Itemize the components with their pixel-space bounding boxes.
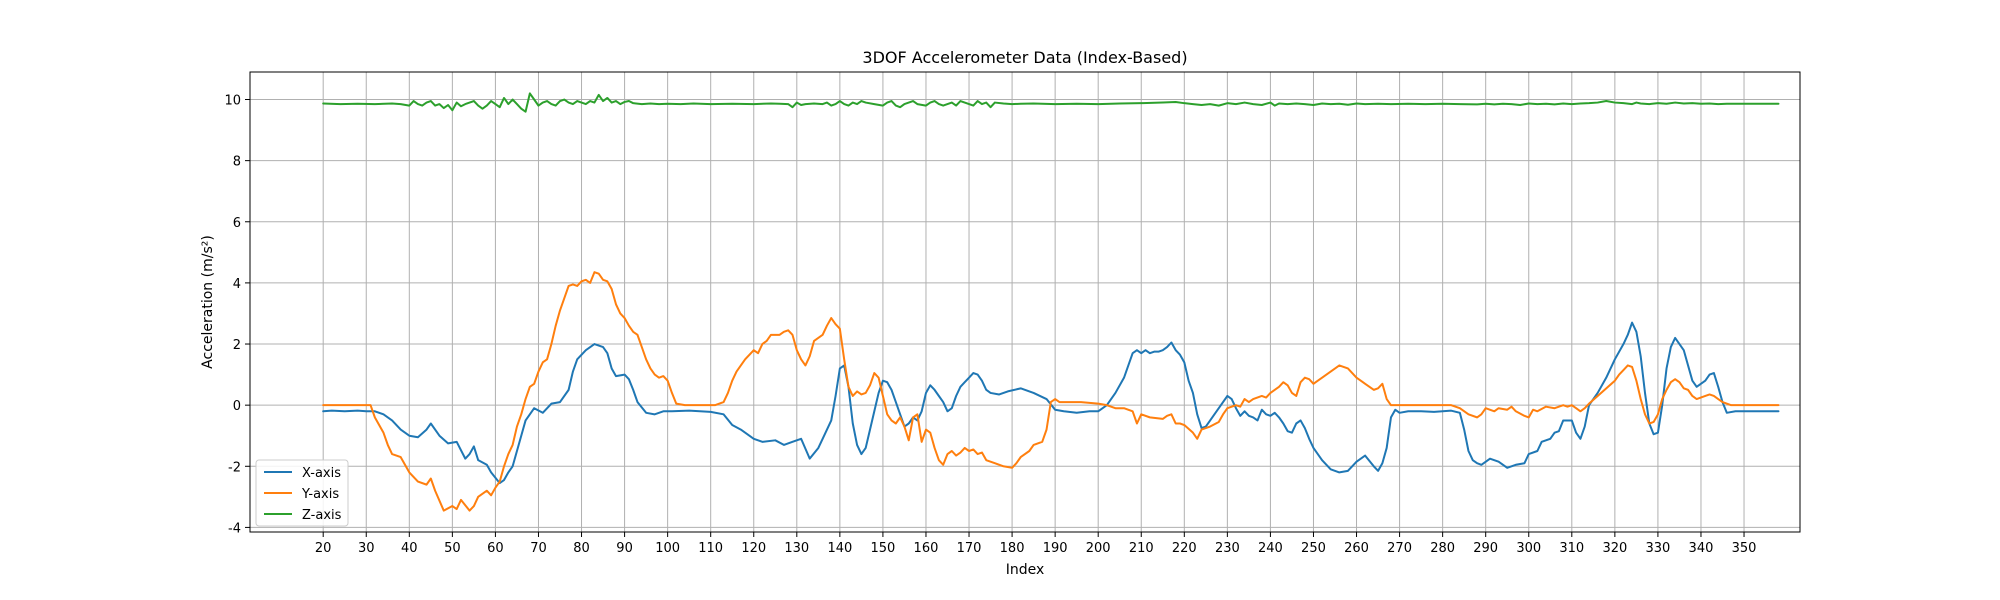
x-tick-label: 30 <box>358 541 375 556</box>
y-tick-label: 10 <box>224 94 241 109</box>
series-line-x-axis <box>322 321 1780 485</box>
x-tick-label: 70 <box>530 541 547 556</box>
grid <box>250 72 1800 532</box>
x-tick-label: 120 <box>741 541 766 556</box>
x-tick-label: 100 <box>655 541 680 556</box>
y-tick-label: -2 <box>228 460 241 475</box>
x-tick-label: 330 <box>1646 541 1671 556</box>
x-tick-label: 280 <box>1430 541 1455 556</box>
legend-label: X-axis <box>302 466 341 481</box>
x-tick-label: 60 <box>487 541 504 556</box>
x-tick-label: 340 <box>1689 541 1714 556</box>
plot-frame <box>249 71 1801 533</box>
x-tick-label: 300 <box>1516 541 1541 556</box>
x-tick-label: 110 <box>698 541 723 556</box>
series-line-z-axis <box>322 92 1780 113</box>
x-tick-label: 20 <box>315 541 332 556</box>
x-axis-label: Index <box>1006 562 1045 578</box>
x-tick-label: 320 <box>1602 541 1627 556</box>
x-tick-label: 270 <box>1387 541 1412 556</box>
chart-title: 3DOF Accelerometer Data (Index-Based) <box>862 48 1187 67</box>
x-tick-label: 350 <box>1732 541 1757 556</box>
x-tick-label: 260 <box>1344 541 1369 556</box>
x-tick-label: 240 <box>1258 541 1283 556</box>
x-tick-label: 130 <box>784 541 809 556</box>
x-tick-label: 50 <box>444 541 461 556</box>
y-tick-label: 8 <box>233 155 241 170</box>
legend: X-axis Y-axis Z-axis <box>255 459 349 527</box>
x-tick-label: 140 <box>827 541 852 556</box>
x-tick-label: 150 <box>871 541 896 556</box>
x-tick-label: 200 <box>1086 541 1111 556</box>
x-tick-label: 180 <box>1000 541 1025 556</box>
x-tick-label: 80 <box>573 541 590 556</box>
y-axis-label: Acceleration (m/s²) <box>200 235 216 369</box>
y-tick-label: 0 <box>233 399 241 414</box>
x-tick-label: 90 <box>616 541 633 556</box>
x-tick-label: 190 <box>1043 541 1068 556</box>
series-lines <box>322 92 1780 512</box>
y-tick-label: 4 <box>233 277 241 292</box>
series-line-y-axis <box>322 271 1780 512</box>
y-tick-label: -4 <box>228 521 241 536</box>
y-ticks: -4 -2 0 2 4 6 8 10 <box>224 94 250 536</box>
x-tick-label: 250 <box>1301 541 1326 556</box>
x-tick-label: 290 <box>1473 541 1498 556</box>
x-ticks: 20 30 40 50 60 70 80 90 100 110 120 130 140 150 160 170… <box>315 532 1757 556</box>
legend-label: Y-axis <box>301 487 339 502</box>
x-tick-label: 160 <box>914 541 939 556</box>
y-tick-label: 2 <box>233 338 241 353</box>
x-tick-label: 220 <box>1172 541 1197 556</box>
x-tick-label: 210 <box>1129 541 1154 556</box>
legend-label: Z-axis <box>302 508 342 523</box>
x-tick-label: 230 <box>1215 541 1240 556</box>
x-tick-label: 170 <box>957 541 982 556</box>
legend-box <box>255 459 349 527</box>
y-tick-label: 6 <box>233 216 241 231</box>
x-tick-label: 40 <box>401 541 418 556</box>
x-tick-label: 310 <box>1559 541 1584 556</box>
